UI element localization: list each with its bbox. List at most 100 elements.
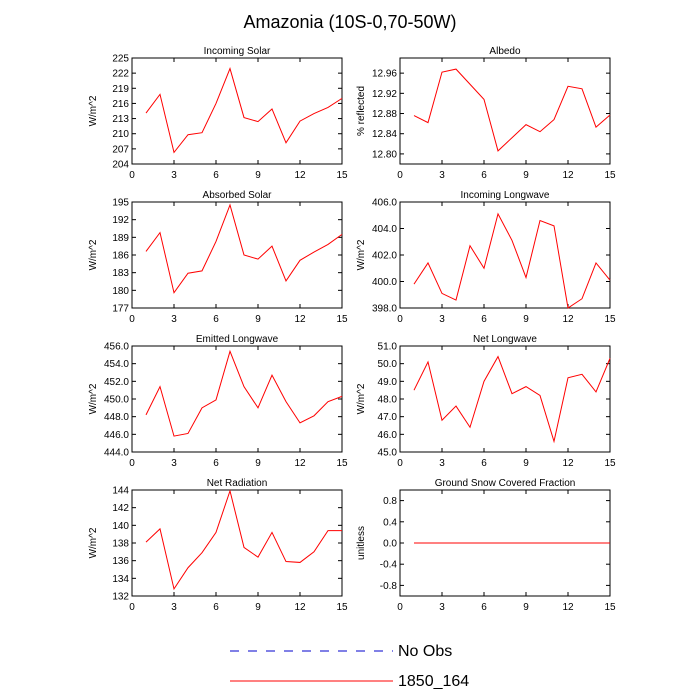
x-tick-label: 6 xyxy=(481,602,487,613)
legend-item-1850-164: 1850_164 xyxy=(230,673,469,690)
y-tick-label: 207 xyxy=(112,144,129,155)
x-tick-label: 9 xyxy=(255,314,261,325)
panel-incoming-longwave: Incoming Longwave 0 3 6 9 12 15 398.0 400.0 402.0… xyxy=(356,190,616,325)
y-tick-label: 49.0 xyxy=(378,377,398,388)
x-tick-label: 12 xyxy=(562,458,574,469)
y-tick-label: 204 xyxy=(112,160,129,171)
plot-frame xyxy=(399,57,611,165)
x-tick-label: 6 xyxy=(213,314,219,325)
y-tick-label: 444.0 xyxy=(104,448,129,459)
y-tick-label: 51.0 xyxy=(378,342,398,353)
y-axis-label: W/m^2 xyxy=(88,383,99,414)
y-tick-label: 189 xyxy=(112,233,129,244)
y-axis-label: W/m^2 xyxy=(88,239,99,270)
y-tick-label: 47.0 xyxy=(378,412,398,423)
y-tick-label: 48.0 xyxy=(378,395,398,406)
y-tick-label: 0.4 xyxy=(383,517,397,528)
x-tick-label: 6 xyxy=(481,458,487,469)
y-axis-label: W/m^2 xyxy=(356,383,367,414)
y-tick-label: 222 xyxy=(112,69,129,80)
y-tick-label: 454.0 xyxy=(104,359,129,370)
y-axis-label: % reflected xyxy=(356,86,367,136)
x-tick-label: 0 xyxy=(129,314,135,325)
y-tick-label: 144 xyxy=(112,486,129,497)
y-tick-label: 132 xyxy=(112,592,129,603)
x-tick-label: 0 xyxy=(129,170,135,181)
x-tick-label: 15 xyxy=(604,314,616,325)
y-tick-label: 210 xyxy=(112,129,129,140)
y-tick-label: 404.0 xyxy=(372,224,397,235)
x-tick-label: 3 xyxy=(171,602,177,613)
x-tick-label: 3 xyxy=(171,170,177,181)
y-tick-label: 50.0 xyxy=(378,359,398,370)
x-tick-label: 0 xyxy=(397,314,403,325)
x-tick-label: 9 xyxy=(523,170,529,181)
plot-frame xyxy=(131,57,343,165)
panel-emitted-longwave: Emitted Longwave 0 3 6 9 12 15 444.0 446.0 448.0 4… xyxy=(88,334,348,469)
y-tick-label: 406.0 xyxy=(372,198,397,209)
x-tick-label: 0 xyxy=(397,602,403,613)
plot-frame xyxy=(399,345,611,453)
y-tick-label: 219 xyxy=(112,84,129,95)
x-tick-label: 15 xyxy=(336,458,348,469)
plot-frame xyxy=(399,201,611,309)
y-tick-label: 0.8 xyxy=(383,496,397,507)
x-tick-label: 3 xyxy=(171,314,177,325)
x-tick-label: 6 xyxy=(213,458,219,469)
y-tick-label: 452.0 xyxy=(104,377,129,388)
y-tick-label: 192 xyxy=(112,215,129,226)
y-tick-label: 180 xyxy=(112,286,129,297)
y-tick-label: 0.0 xyxy=(383,539,397,550)
panel-title: Absorbed Solar xyxy=(203,190,273,201)
panel-net-radiation: Net Radiation 0 3 6 9 12 15 132 134 136 138 140 142 1… xyxy=(88,478,348,613)
x-tick-label: 12 xyxy=(294,314,306,325)
legend-label: 1850_164 xyxy=(398,673,469,690)
panel-title: Albedo xyxy=(489,46,521,57)
x-tick-label: 12 xyxy=(294,602,306,613)
panel-title: Incoming Longwave xyxy=(461,190,550,201)
y-tick-label: 136 xyxy=(112,556,129,567)
x-tick-label: 9 xyxy=(255,458,261,469)
y-tick-label: 195 xyxy=(112,198,129,209)
x-tick-label: 9 xyxy=(523,314,529,325)
x-tick-label: 15 xyxy=(604,458,616,469)
y-tick-label: 46.0 xyxy=(378,430,398,441)
plot-frame xyxy=(131,201,343,309)
x-tick-label: 6 xyxy=(213,170,219,181)
y-tick-label: 12.84 xyxy=(372,129,397,140)
x-tick-label: 9 xyxy=(523,458,529,469)
y-tick-label: 12.88 xyxy=(372,109,397,120)
x-tick-label: 15 xyxy=(604,170,616,181)
y-axis-label: W/m^2 xyxy=(356,239,367,270)
panel-incoming-solar: Incoming Solar 0 3 6 9 12 15 204 207 210 213 216 219… xyxy=(88,46,348,181)
y-tick-label: -0.8 xyxy=(380,581,398,592)
x-tick-label: 6 xyxy=(481,314,487,325)
y-tick-label: 142 xyxy=(112,503,129,514)
x-tick-label: 0 xyxy=(397,458,403,469)
legend-label: No Obs xyxy=(398,643,452,660)
panel-albedo: Albedo 0 3 6 9 12 15 12.80 12.84 12.88 12.92 12.96%… xyxy=(356,46,616,181)
x-tick-label: 9 xyxy=(523,602,529,613)
y-tick-label: 186 xyxy=(112,251,129,262)
y-axis-label: W/m^2 xyxy=(88,527,99,558)
y-tick-label: 448.0 xyxy=(104,412,129,423)
series-line-1850-164 xyxy=(145,349,343,437)
x-tick-label: 12 xyxy=(562,602,574,613)
legend: No Obs 1850_164 xyxy=(230,643,469,690)
y-tick-label: 45.0 xyxy=(378,448,398,459)
series-line-1850-164 xyxy=(145,67,343,154)
x-tick-label: 15 xyxy=(336,602,348,613)
y-tick-label: 402.0 xyxy=(372,251,397,262)
y-tick-label: 456.0 xyxy=(104,342,129,353)
y-tick-label: 450.0 xyxy=(104,395,129,406)
x-tick-label: 3 xyxy=(439,170,445,181)
y-tick-label: 400.0 xyxy=(372,277,397,288)
x-tick-label: 9 xyxy=(255,170,261,181)
y-tick-label: 183 xyxy=(112,268,129,279)
x-tick-label: 12 xyxy=(562,170,574,181)
y-tick-label: 177 xyxy=(112,304,129,315)
y-tick-label: 216 xyxy=(112,99,129,110)
x-tick-label: 12 xyxy=(562,314,574,325)
series-line-1850-164 xyxy=(413,68,611,152)
